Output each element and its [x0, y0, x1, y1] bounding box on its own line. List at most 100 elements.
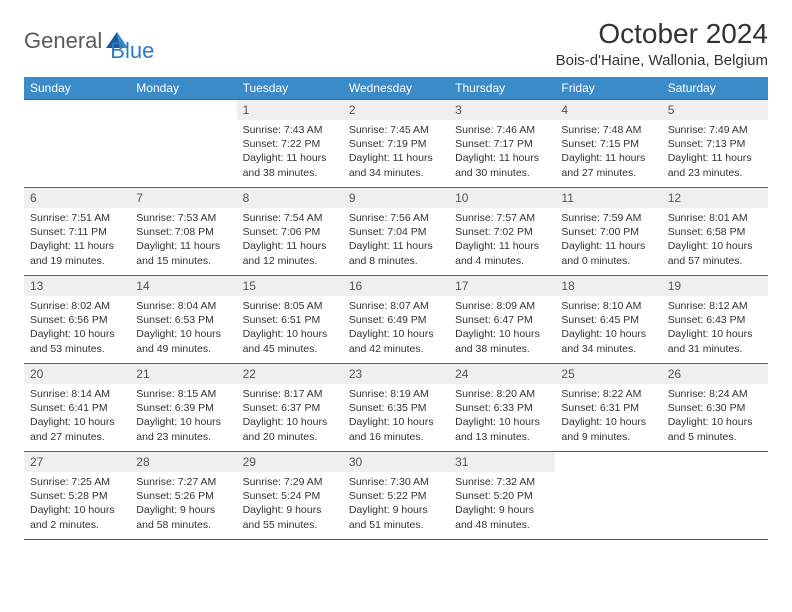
sunrise-text: Sunrise: 8:14 AM	[30, 387, 124, 401]
calendar-day-cell: 6Sunrise: 7:51 AMSunset: 7:11 PMDaylight…	[24, 188, 130, 276]
sunset-text: Sunset: 6:43 PM	[668, 313, 762, 327]
daylight-text: Daylight: 10 hours and 9 minutes.	[561, 415, 655, 443]
weekday-header: Monday	[130, 77, 236, 100]
day-number: 10	[449, 188, 555, 208]
sunrise-text: Sunrise: 8:04 AM	[136, 299, 230, 313]
daylight-text: Daylight: 10 hours and 38 minutes.	[455, 327, 549, 355]
day-content: Sunrise: 7:59 AMSunset: 7:00 PMDaylight:…	[555, 208, 661, 272]
sunset-text: Sunset: 6:30 PM	[668, 401, 762, 415]
sunrise-text: Sunrise: 8:02 AM	[30, 299, 124, 313]
day-content: Sunrise: 7:27 AMSunset: 5:26 PMDaylight:…	[130, 472, 236, 536]
day-content: Sunrise: 8:24 AMSunset: 6:30 PMDaylight:…	[662, 384, 768, 448]
day-number: 15	[237, 276, 343, 296]
calendar-day-cell: 22Sunrise: 8:17 AMSunset: 6:37 PMDayligh…	[237, 364, 343, 452]
calendar-day-cell	[130, 100, 236, 188]
sunset-text: Sunset: 6:41 PM	[30, 401, 124, 415]
daylight-text: Daylight: 9 hours and 55 minutes.	[243, 503, 337, 531]
day-number: 3	[449, 100, 555, 120]
day-content: Sunrise: 7:29 AMSunset: 5:24 PMDaylight:…	[237, 472, 343, 536]
day-number: 23	[343, 364, 449, 384]
calendar-day-cell: 28Sunrise: 7:27 AMSunset: 5:26 PMDayligh…	[130, 452, 236, 540]
day-number: 12	[662, 188, 768, 208]
calendar-body: 1Sunrise: 7:43 AMSunset: 7:22 PMDaylight…	[24, 100, 768, 540]
daylight-text: Daylight: 11 hours and 15 minutes.	[136, 239, 230, 267]
daylight-text: Daylight: 11 hours and 38 minutes.	[243, 151, 337, 179]
calendar-day-cell: 7Sunrise: 7:53 AMSunset: 7:08 PMDaylight…	[130, 188, 236, 276]
sunrise-text: Sunrise: 7:54 AM	[243, 211, 337, 225]
calendar-header-row: SundayMondayTuesdayWednesdayThursdayFrid…	[24, 77, 768, 100]
header: General Blue October 2024 Bois-d'Haine, …	[24, 18, 768, 69]
sunrise-text: Sunrise: 7:51 AM	[30, 211, 124, 225]
sunset-text: Sunset: 7:19 PM	[349, 137, 443, 151]
calendar-day-cell: 26Sunrise: 8:24 AMSunset: 6:30 PMDayligh…	[662, 364, 768, 452]
calendar-day-cell: 27Sunrise: 7:25 AMSunset: 5:28 PMDayligh…	[24, 452, 130, 540]
sunrise-text: Sunrise: 7:57 AM	[455, 211, 549, 225]
day-content: Sunrise: 8:19 AMSunset: 6:35 PMDaylight:…	[343, 384, 449, 448]
day-content: Sunrise: 7:53 AMSunset: 7:08 PMDaylight:…	[130, 208, 236, 272]
calendar-day-cell: 1Sunrise: 7:43 AMSunset: 7:22 PMDaylight…	[237, 100, 343, 188]
daylight-text: Daylight: 9 hours and 51 minutes.	[349, 503, 443, 531]
calendar-week-row: 1Sunrise: 7:43 AMSunset: 7:22 PMDaylight…	[24, 100, 768, 188]
day-number: 20	[24, 364, 130, 384]
day-number: 22	[237, 364, 343, 384]
day-content: Sunrise: 7:25 AMSunset: 5:28 PMDaylight:…	[24, 472, 130, 536]
day-content: Sunrise: 7:46 AMSunset: 7:17 PMDaylight:…	[449, 120, 555, 184]
sunset-text: Sunset: 6:47 PM	[455, 313, 549, 327]
day-number: 28	[130, 452, 236, 472]
sunrise-text: Sunrise: 8:01 AM	[668, 211, 762, 225]
daylight-text: Daylight: 11 hours and 12 minutes.	[243, 239, 337, 267]
sunset-text: Sunset: 6:53 PM	[136, 313, 230, 327]
daylight-text: Daylight: 11 hours and 8 minutes.	[349, 239, 443, 267]
sunset-text: Sunset: 7:08 PM	[136, 225, 230, 239]
daylight-text: Daylight: 10 hours and 23 minutes.	[136, 415, 230, 443]
sunset-text: Sunset: 7:06 PM	[243, 225, 337, 239]
sunrise-text: Sunrise: 8:15 AM	[136, 387, 230, 401]
weekday-header: Saturday	[662, 77, 768, 100]
sunrise-text: Sunrise: 8:24 AM	[668, 387, 762, 401]
sunset-text: Sunset: 6:56 PM	[30, 313, 124, 327]
sunrise-text: Sunrise: 8:22 AM	[561, 387, 655, 401]
sunrise-text: Sunrise: 8:20 AM	[455, 387, 549, 401]
logo-text-blue: Blue	[110, 38, 154, 64]
day-content: Sunrise: 8:02 AMSunset: 6:56 PMDaylight:…	[24, 296, 130, 360]
sunset-text: Sunset: 7:13 PM	[668, 137, 762, 151]
day-content: Sunrise: 7:54 AMSunset: 7:06 PMDaylight:…	[237, 208, 343, 272]
day-number: 18	[555, 276, 661, 296]
day-number: 9	[343, 188, 449, 208]
sunrise-text: Sunrise: 8:05 AM	[243, 299, 337, 313]
sunset-text: Sunset: 5:20 PM	[455, 489, 549, 503]
day-content: Sunrise: 7:32 AMSunset: 5:20 PMDaylight:…	[449, 472, 555, 536]
daylight-text: Daylight: 10 hours and 42 minutes.	[349, 327, 443, 355]
day-content: Sunrise: 7:30 AMSunset: 5:22 PMDaylight:…	[343, 472, 449, 536]
day-number: 11	[555, 188, 661, 208]
sunset-text: Sunset: 5:28 PM	[30, 489, 124, 503]
calendar-day-cell: 2Sunrise: 7:45 AMSunset: 7:19 PMDaylight…	[343, 100, 449, 188]
calendar-day-cell: 9Sunrise: 7:56 AMSunset: 7:04 PMDaylight…	[343, 188, 449, 276]
day-number: 14	[130, 276, 236, 296]
sunrise-text: Sunrise: 7:49 AM	[668, 123, 762, 137]
daylight-text: Daylight: 10 hours and 45 minutes.	[243, 327, 337, 355]
calendar-day-cell: 4Sunrise: 7:48 AMSunset: 7:15 PMDaylight…	[555, 100, 661, 188]
sunset-text: Sunset: 6:33 PM	[455, 401, 549, 415]
day-number: 16	[343, 276, 449, 296]
day-content: Sunrise: 8:17 AMSunset: 6:37 PMDaylight:…	[237, 384, 343, 448]
day-number: 4	[555, 100, 661, 120]
day-content: Sunrise: 8:10 AMSunset: 6:45 PMDaylight:…	[555, 296, 661, 360]
calendar-day-cell: 21Sunrise: 8:15 AMSunset: 6:39 PMDayligh…	[130, 364, 236, 452]
calendar-day-cell: 23Sunrise: 8:19 AMSunset: 6:35 PMDayligh…	[343, 364, 449, 452]
day-number: 7	[130, 188, 236, 208]
calendar-week-row: 6Sunrise: 7:51 AMSunset: 7:11 PMDaylight…	[24, 188, 768, 276]
daylight-text: Daylight: 11 hours and 30 minutes.	[455, 151, 549, 179]
day-number: 24	[449, 364, 555, 384]
calendar-day-cell: 19Sunrise: 8:12 AMSunset: 6:43 PMDayligh…	[662, 276, 768, 364]
day-content: Sunrise: 7:49 AMSunset: 7:13 PMDaylight:…	[662, 120, 768, 184]
sunrise-text: Sunrise: 7:29 AM	[243, 475, 337, 489]
daylight-text: Daylight: 9 hours and 48 minutes.	[455, 503, 549, 531]
calendar-day-cell: 16Sunrise: 8:07 AMSunset: 6:49 PMDayligh…	[343, 276, 449, 364]
sunset-text: Sunset: 6:49 PM	[349, 313, 443, 327]
sunrise-text: Sunrise: 7:48 AM	[561, 123, 655, 137]
day-content: Sunrise: 8:01 AMSunset: 6:58 PMDaylight:…	[662, 208, 768, 272]
daylight-text: Daylight: 9 hours and 58 minutes.	[136, 503, 230, 531]
daylight-text: Daylight: 10 hours and 57 minutes.	[668, 239, 762, 267]
location: Bois-d'Haine, Wallonia, Belgium	[556, 52, 768, 69]
